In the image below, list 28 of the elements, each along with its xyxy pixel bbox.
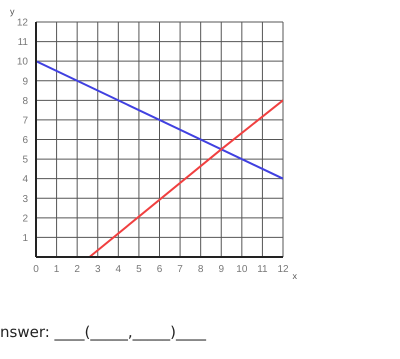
y-tick-label: 4 [22,174,28,186]
text: nswer: ____(_____,_____)____ [0,323,208,341]
x-tick-label: 1 [54,264,60,276]
x-tick-label: 5 [136,264,142,276]
x-tick-label: 7 [177,264,184,276]
x-tick-label: 8 [198,264,204,276]
y-tick-label: 11 [18,37,28,48]
y-tick-label: 12 [16,18,28,29]
y-tick-label: 9 [22,76,28,88]
y-tick-label: 7 [22,115,28,126]
x-tick-label: 0 [33,264,40,276]
y-tick-label: 6 [22,135,28,146]
y-tick-label: 1 [22,232,28,244]
x-tick-label: 4 [116,264,122,276]
x-tick-label: 9 [218,264,224,276]
y-axis-title: y [10,6,15,16]
x-tick-label: 12 [277,264,289,276]
x-tick-label: 11 [257,264,268,276]
y-tick-label: 5 [22,154,28,166]
y-tick-label: 2 [22,213,28,224]
x-tick-label: 2 [74,264,80,276]
y-tick-label: 3 [22,194,28,205]
x-axis-title: x [292,271,298,281]
x-tick-label: 10 [236,264,248,276]
y-tick-label: 10 [16,56,28,68]
x-tick-label: 6 [156,264,163,276]
y-tick-label: 8 [22,96,28,107]
x-tick-label: 3 [94,264,101,276]
